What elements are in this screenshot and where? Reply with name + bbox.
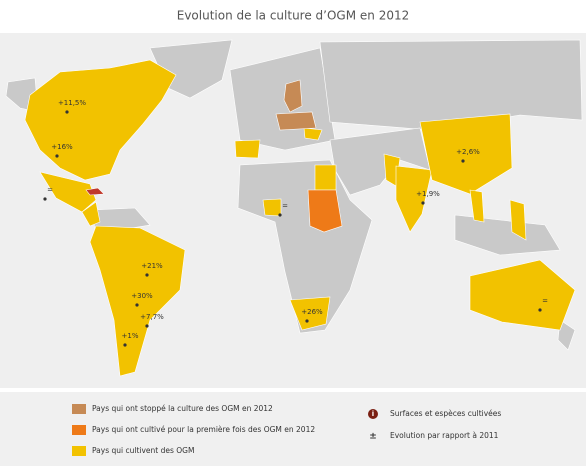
legend: Pays qui ont stoppé la culture des OGM e… xyxy=(72,404,501,456)
site-dot xyxy=(145,273,149,277)
gmo-countries xyxy=(24,59,576,377)
legend-label: Pays qui ont cultivé pour la première fo… xyxy=(92,425,315,434)
evolution-label: = xyxy=(47,186,53,194)
site-dot xyxy=(55,154,59,158)
site-dot xyxy=(145,324,149,328)
site-dot xyxy=(43,197,47,201)
legend-swatch xyxy=(72,446,86,456)
evolution-label: = xyxy=(282,202,288,210)
site-dot xyxy=(278,213,282,217)
changed-countries xyxy=(85,79,343,233)
evolution-label: +30% xyxy=(131,292,153,300)
annotations: +11,5% +16% +2,6% +1,9% +21% +30% +7,7% +1% +26%… xyxy=(43,99,548,347)
legend-glyph: i xyxy=(372,410,374,418)
site-dot xyxy=(421,201,425,205)
legend-background xyxy=(0,392,586,466)
site-dot xyxy=(538,308,542,312)
legend-icon xyxy=(368,409,378,419)
legend-label: Pays qui cultivent des OGM xyxy=(92,446,194,455)
legend-label: Pays qui ont stoppé la culture des OGM e… xyxy=(92,404,273,413)
evolution-label: +1,9% xyxy=(416,190,440,198)
title: Evolution de la culture d’OGM en 2012 xyxy=(177,9,409,23)
evolution-label: +11,5% xyxy=(58,99,86,107)
legend-label: Evolution par rapport à 2011 xyxy=(390,431,499,440)
site-dot xyxy=(305,319,309,323)
site-dot xyxy=(135,303,139,307)
legend-glyph: ± xyxy=(369,432,377,442)
evolution-label: +16% xyxy=(51,143,73,151)
evolution-label: +26% xyxy=(301,308,323,316)
evolution-label: +21% xyxy=(141,262,163,270)
legend-label: Surfaces et espèces cultivées xyxy=(390,409,501,418)
site-dot xyxy=(461,159,465,163)
evolution-label: +7,7% xyxy=(140,313,164,321)
site-dot xyxy=(65,110,69,114)
site-dot xyxy=(123,343,127,347)
evolution-label: +1% xyxy=(122,332,139,340)
legend-swatch xyxy=(72,425,86,435)
evolution-label: = xyxy=(542,297,548,305)
evolution-label: +2,6% xyxy=(456,148,480,156)
legend-swatch xyxy=(72,404,86,414)
